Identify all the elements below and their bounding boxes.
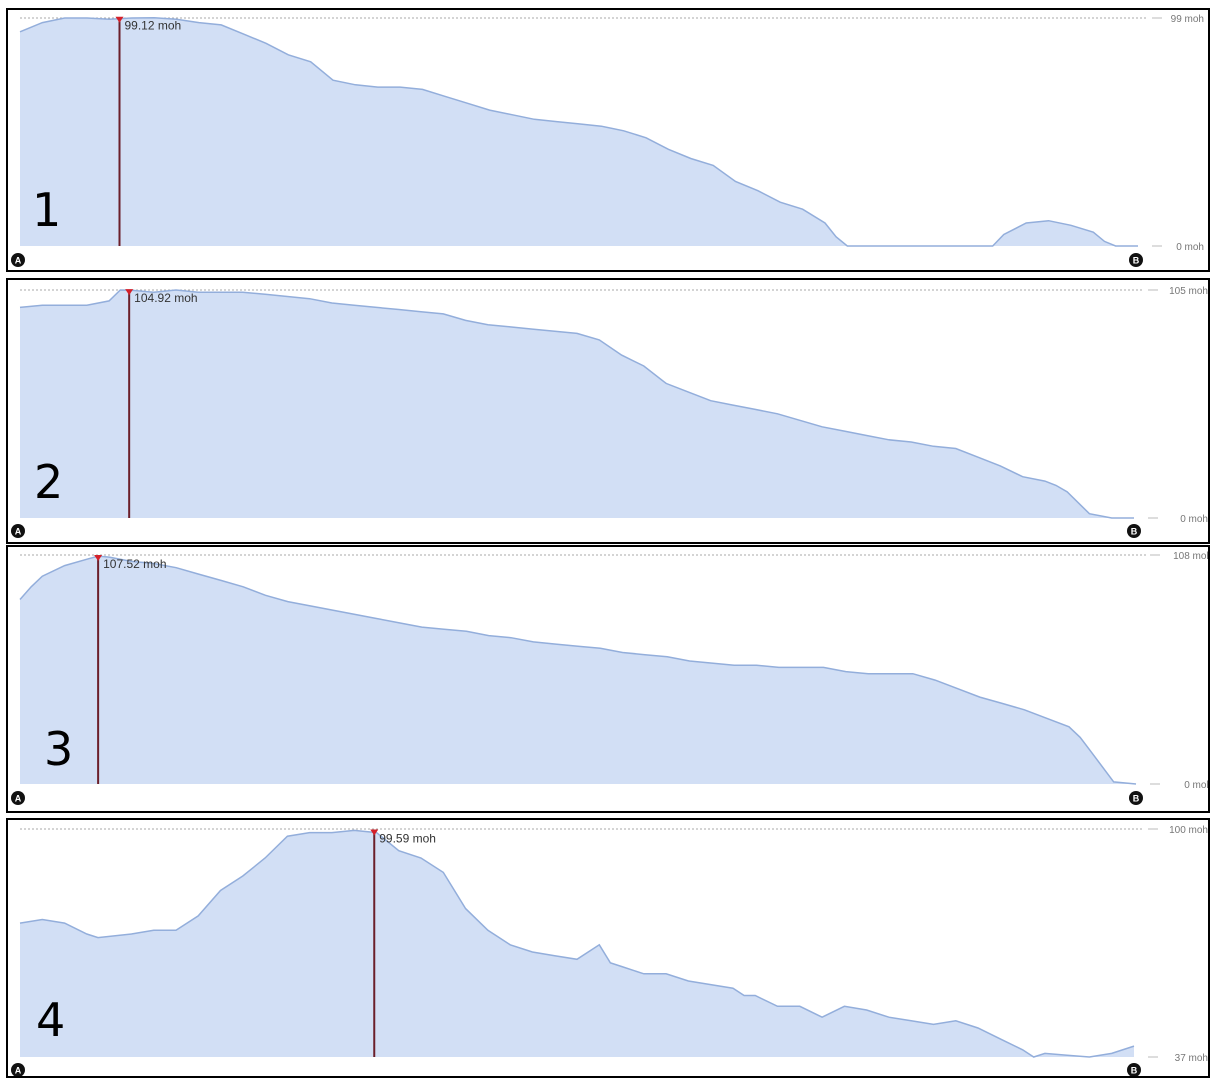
start-marker-icon [11, 524, 25, 538]
ymax-label: 100 moh [1169, 825, 1208, 836]
elevation-area [20, 556, 1136, 784]
panel-number: 3 [44, 722, 73, 776]
panel-number: 1 [32, 183, 61, 237]
end-marker-label: B [1131, 1066, 1138, 1076]
elevation-chart-2: 104.92 moh 105 moh 0 moh A B 2 [11, 286, 1208, 538]
elevation-chart-3: 107.52 moh 108 moh 0 moh A B 3 [11, 551, 1208, 805]
panel-number: 4 [36, 993, 65, 1047]
peak-elevation-label: 107.52 moh [103, 557, 166, 571]
end-marker-icon [1129, 253, 1143, 267]
peak-marker-icon [125, 289, 134, 296]
peak-elevation-label: 104.92 moh [134, 291, 197, 305]
elevation-chart-4: 99.59 moh 100 moh 37 moh A B 4 [11, 825, 1208, 1076]
start-marker-icon [11, 1063, 25, 1076]
end-marker-label: B [1133, 256, 1140, 266]
ymin-label: 0 moh [1184, 780, 1208, 791]
elevation-area [20, 830, 1134, 1057]
elevation-line [19, 17, 1138, 247]
start-marker-icon [11, 253, 25, 267]
start-marker-label: A [15, 256, 22, 266]
ymax-label: 99 moh [1171, 14, 1204, 25]
end-marker-label: B [1131, 527, 1138, 537]
elevation-area [20, 17, 1138, 246]
peak-marker-icon [94, 555, 103, 562]
ymin-label: 0 moh [1176, 242, 1204, 253]
elevation-panel-1: 99.12 moh 99 moh 0 moh A B 1 [6, 8, 1210, 272]
start-marker-label: A [15, 1066, 22, 1076]
start-marker-icon [11, 791, 25, 805]
elevation-line [19, 555, 1137, 785]
elevation-chart-1: 99.12 moh 99 moh 0 moh A B 1 [11, 14, 1204, 267]
elevation-panel-4: 99.59 moh 100 moh 37 moh A B 4 [6, 818, 1210, 1078]
ymin-label: 37 moh [1175, 1053, 1208, 1064]
ymax-label: 108 moh [1173, 551, 1208, 562]
elevation-area [20, 290, 1134, 518]
elevation-line [19, 289, 1134, 519]
elevation-panel-2: 104.92 moh 105 moh 0 moh A B 2 [6, 278, 1210, 544]
peak-marker-icon [370, 829, 379, 836]
peak-elevation-label: 99.12 moh [125, 19, 182, 33]
end-marker-icon [1127, 1063, 1141, 1076]
end-marker-icon [1129, 791, 1143, 805]
ymin-label: 0 moh [1180, 514, 1208, 525]
peak-elevation-label: 99.59 moh [379, 831, 436, 845]
start-marker-label: A [15, 527, 22, 537]
panel-number: 2 [34, 455, 63, 509]
end-marker-icon [1127, 524, 1141, 538]
elevation-panel-3: 107.52 moh 108 moh 0 moh A B 3 [6, 545, 1210, 813]
peak-marker-icon [115, 16, 124, 23]
elevation-line [19, 829, 1135, 1058]
end-marker-label: B [1133, 794, 1140, 804]
start-marker-label: A [15, 794, 22, 804]
ymax-label: 105 moh [1169, 286, 1208, 297]
